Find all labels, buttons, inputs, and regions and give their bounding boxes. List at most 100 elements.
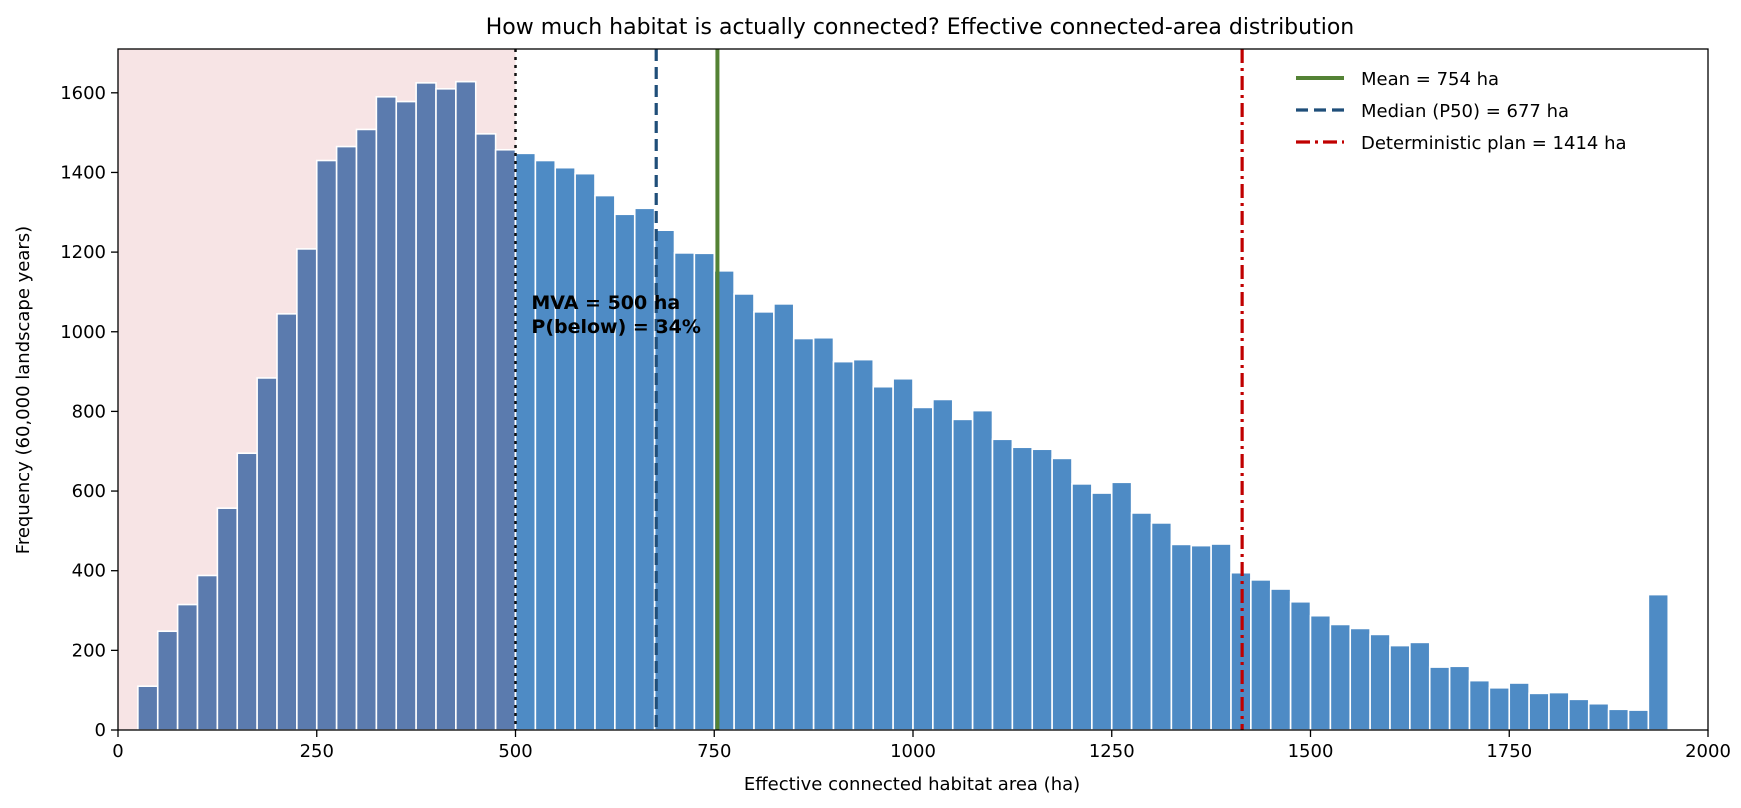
histogram-bar <box>375 95 398 731</box>
y-tick-label: 1600 <box>60 83 106 104</box>
histogram-bar <box>1607 708 1630 731</box>
y-tick-label: 400 <box>72 561 106 582</box>
histogram-bar <box>1428 666 1451 731</box>
histogram-bar <box>256 377 278 731</box>
x-tick-label: 250 <box>300 741 334 762</box>
histogram-bar <box>315 159 338 731</box>
histogram-bar <box>554 166 576 731</box>
histogram-bar <box>1170 543 1193 731</box>
legend-label: Median (P50) = 677 ha <box>1361 101 1569 122</box>
y-tick-label: 200 <box>72 640 106 661</box>
histogram-bar <box>494 148 517 731</box>
histogram-bar <box>216 507 239 731</box>
histogram-bar <box>1269 588 1292 731</box>
histogram-bar <box>792 337 815 731</box>
histogram-bar <box>1647 593 1670 731</box>
histogram-bar <box>633 207 656 731</box>
histogram-bar <box>137 685 159 731</box>
histogram-bar <box>1289 600 1312 731</box>
y-tick-label: 1000 <box>60 322 106 343</box>
histogram-bar <box>773 303 795 731</box>
histogram-bar <box>335 145 358 731</box>
histogram-bar <box>534 159 557 731</box>
chart-title: How much habitat is actually connected? … <box>486 15 1354 40</box>
histogram-bar <box>1031 448 1053 731</box>
annotation-mva: MVA = 500 ha <box>531 292 680 314</box>
y-tick-label: 1400 <box>60 162 106 183</box>
histogram-bar <box>594 194 616 731</box>
histogram-bar <box>1627 709 1650 731</box>
histogram-bar <box>1329 623 1352 731</box>
legend-label: Deterministic plan = 1414 ha <box>1361 133 1627 154</box>
histogram-bar <box>1309 614 1332 731</box>
histogram-bar <box>852 358 875 731</box>
histogram-bar <box>1130 512 1153 731</box>
histogram-bar <box>812 336 835 731</box>
histogram-bar <box>276 313 298 731</box>
histogram-bar <box>296 248 318 731</box>
histogram-bar <box>932 398 954 731</box>
histogram-bar <box>1190 544 1212 731</box>
histogram-bar <box>1349 627 1371 731</box>
annotation-probability: P(below) = 34% <box>531 316 701 338</box>
histogram-bar <box>971 409 994 731</box>
x-tick-label: 750 <box>697 741 731 762</box>
histogram-bar <box>1488 686 1511 731</box>
histogram-bar <box>1210 543 1232 731</box>
y-axis-label: Frequency (60,000 landscape years) <box>13 226 34 554</box>
histogram-bar <box>1051 457 1073 731</box>
x-tick-label: 1750 <box>1486 741 1532 762</box>
x-tick-label: 0 <box>112 741 123 762</box>
histogram-bar <box>156 630 179 731</box>
histogram-bar <box>1409 641 1431 731</box>
histogram-bar <box>196 574 219 731</box>
histogram-bar <box>912 406 934 731</box>
histogram-bar <box>1091 492 1113 731</box>
histogram-bar <box>991 438 1014 731</box>
histogram-bar <box>1071 483 1093 731</box>
histogram-bar <box>1250 579 1272 731</box>
histogram-bar <box>1587 702 1610 731</box>
histogram-bar <box>574 172 596 731</box>
histogram-bar <box>892 377 914 731</box>
legend: Mean = 754 ha Median (P50) = 677 ha Determ… <box>1296 69 1627 154</box>
histogram-bar <box>872 385 894 731</box>
histogram-bar <box>733 293 755 731</box>
histogram-bar <box>355 128 378 731</box>
histogram-bar <box>395 100 417 731</box>
histogram-bar <box>1448 665 1471 731</box>
x-tick-label: 1000 <box>890 741 936 762</box>
histogram-bar <box>1528 692 1550 731</box>
histogram-bar <box>1011 446 1034 731</box>
histogram-bar <box>1468 679 1491 731</box>
plot-area: MVA = 500 haP(below) = 34% 0 250 500 750 1000… <box>60 48 1731 762</box>
legend-label: Mean = 754 ha <box>1361 69 1499 90</box>
histogram-bar <box>474 133 497 731</box>
x-tick-label: 2000 <box>1685 741 1731 762</box>
histogram-bar <box>832 360 855 731</box>
y-tick-label: 600 <box>72 481 106 502</box>
histogram-bar <box>1568 698 1590 731</box>
x-tick-label: 1250 <box>1089 741 1135 762</box>
histogram-bar <box>1110 481 1133 731</box>
histogram-bar <box>1389 644 1411 731</box>
histogram-bar <box>1548 691 1570 731</box>
y-tick-label: 800 <box>72 401 106 422</box>
histogram-bar <box>753 311 775 731</box>
histogram-bar <box>951 418 974 731</box>
x-axis-label: Effective connected habitat area (ha) <box>744 774 1080 795</box>
x-tick-label: 500 <box>498 741 532 762</box>
y-tick-label: 0 <box>95 720 106 741</box>
histogram-bar <box>455 80 477 731</box>
histogram-bar <box>1369 633 1391 731</box>
histogram-bar <box>435 88 457 731</box>
y-tick-label: 1200 <box>60 242 106 263</box>
x-tick-label: 1500 <box>1288 741 1334 762</box>
histogram-bar <box>1508 682 1530 731</box>
histogram-bar <box>236 452 258 731</box>
histogram-bar <box>514 152 537 731</box>
histogram-bar <box>1150 522 1173 731</box>
histogram-bar <box>415 82 437 731</box>
histogram-bar <box>176 603 199 731</box>
